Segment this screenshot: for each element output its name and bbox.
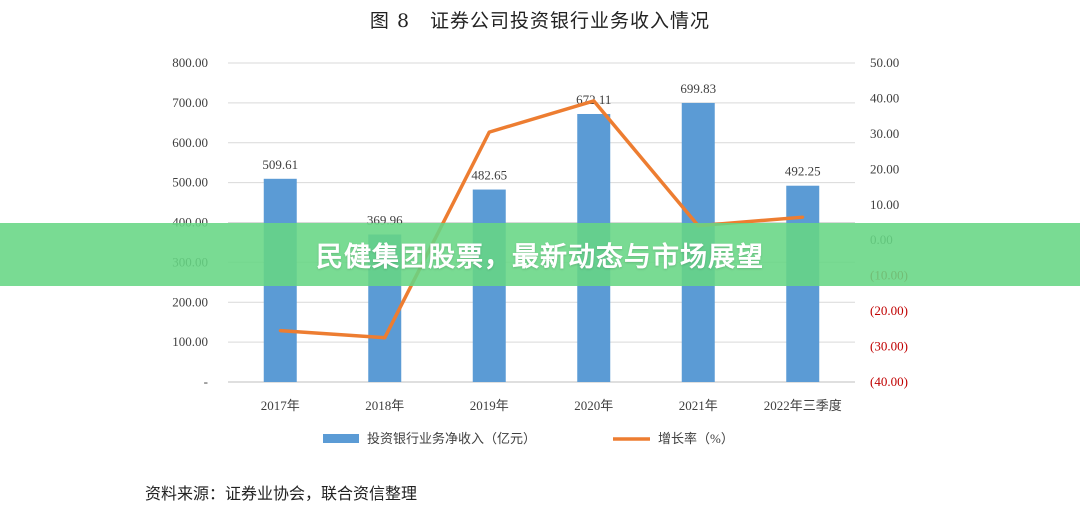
left-tick-label: 600.00 <box>172 135 208 150</box>
x-tick-label: 2020年 <box>574 398 613 413</box>
bar-data-label: 492.25 <box>785 164 821 179</box>
x-tick-label: 2021年 <box>679 398 718 413</box>
left-tick-label: 200.00 <box>172 294 208 309</box>
x-axis-ticks: 2017年 2018年 2019年 2020年 2021年 2022年三季度 <box>261 398 842 413</box>
x-tick-label: 2019年 <box>470 398 509 413</box>
right-tick-label: (30.00) <box>870 339 908 354</box>
line-point <box>801 215 805 219</box>
bar-data-label: 482.65 <box>471 168 507 183</box>
left-tick-label: - <box>204 374 208 389</box>
right-tick-label: 10.00 <box>870 197 899 212</box>
bar-data-label: 699.83 <box>680 81 716 96</box>
left-tick-label: 500.00 <box>172 175 208 190</box>
legend-line-label: 增长率（%） <box>658 431 734 446</box>
source-note: 资料来源：证券业协会，联合资信整理 <box>145 484 418 503</box>
line-point <box>592 99 596 103</box>
bar-data-label: 509.61 <box>262 157 298 172</box>
left-axis-ticks: -100.00200.00300.00400.00500.00600.00700… <box>172 55 208 389</box>
x-tick-label: 2018年 <box>365 398 404 413</box>
right-axis-ticks: (40.00)(30.00)(20.00)(10.00)0.0010.0020.… <box>870 55 908 389</box>
legend-bar-label: 投资银行业务净收入（亿元） <box>367 431 536 446</box>
line-series <box>278 99 805 340</box>
chart-title: 图 8 证券公司投资银行业务收入情况 <box>369 10 711 32</box>
left-tick-label: 800.00 <box>172 55 208 70</box>
left-tick-label: 700.00 <box>172 95 208 110</box>
left-tick-label: 100.00 <box>172 334 208 349</box>
banner-text: 民健集团股票，最新动态与市场展望 <box>316 242 764 273</box>
right-tick-label: 50.00 <box>870 55 899 70</box>
right-tick-label: 30.00 <box>870 126 899 141</box>
line-point <box>487 130 491 134</box>
legend: 投资银行业务净收入（亿元） 增长率（%） <box>323 431 734 446</box>
right-tick-label: (20.00) <box>870 303 908 318</box>
right-tick-label: 40.00 <box>870 90 899 105</box>
title-banner: 民健集团股票，最新动态与市场展望 <box>0 223 1080 286</box>
x-tick-label: 2022年三季度 <box>764 398 842 413</box>
legend-bar-swatch <box>323 434 359 443</box>
line-point <box>383 336 387 340</box>
right-tick-label: 20.00 <box>870 161 899 176</box>
line-point <box>278 329 282 333</box>
right-tick-label: (40.00) <box>870 374 908 389</box>
x-tick-label: 2017年 <box>261 398 300 413</box>
